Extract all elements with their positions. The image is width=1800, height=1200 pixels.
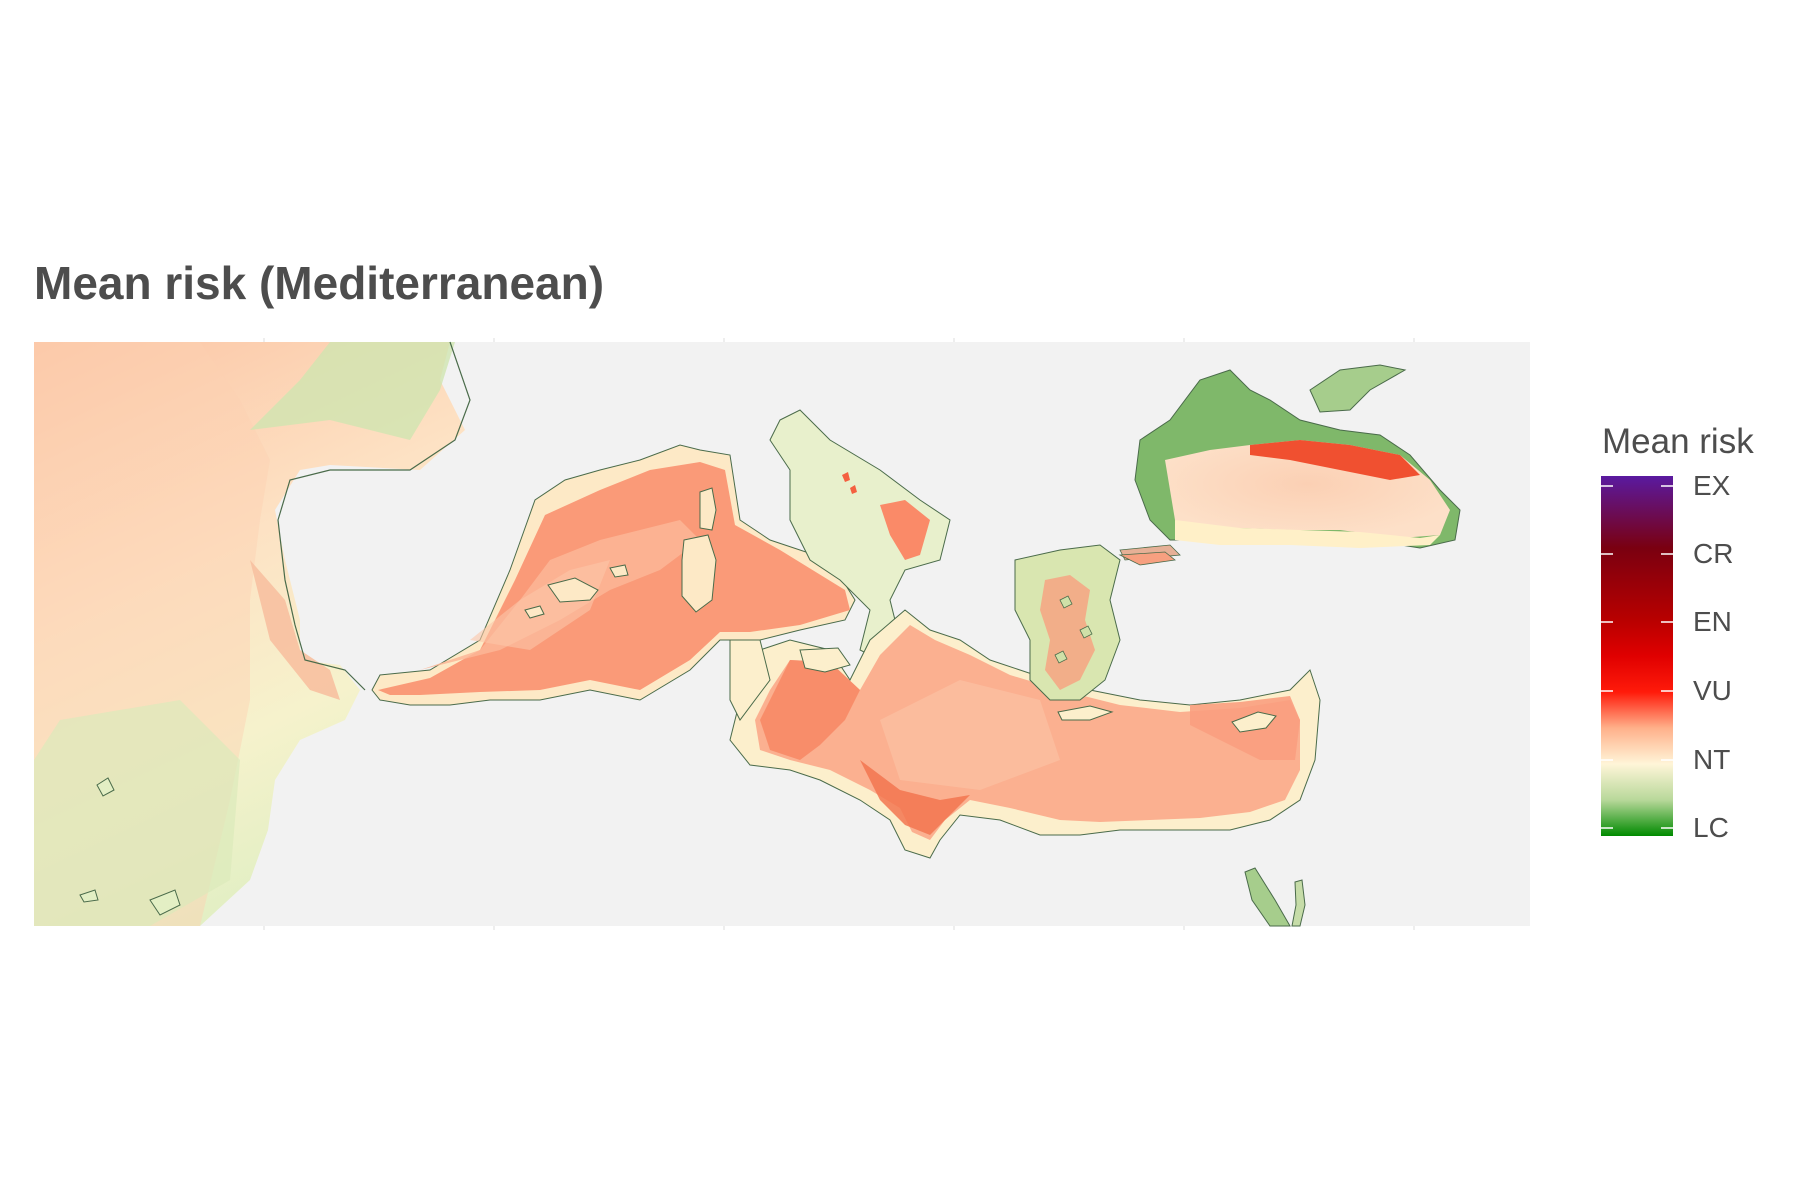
chart-title: Mean risk (Mediterranean) <box>34 257 605 309</box>
atlantic-region <box>34 342 465 926</box>
red-sea-fragment <box>1244 867 1291 927</box>
sinai-fragment <box>1291 879 1306 927</box>
legend-label-nt: NT <box>1693 744 1731 775</box>
legend-colorbar <box>1601 476 1673 836</box>
legend-label-vu: VU <box>1693 675 1732 706</box>
legend-label-cr: CR <box>1693 538 1734 569</box>
legend-label-en: EN <box>1693 606 1732 637</box>
legend-label-lc: LC <box>1693 812 1729 843</box>
axis-ticks <box>263 338 1415 930</box>
legend-label-ex: EX <box>1693 470 1731 501</box>
black-sea <box>1118 364 1461 566</box>
central-eastern-mediterranean <box>729 609 1321 859</box>
legend-title: Mean risk <box>1602 422 1754 461</box>
iberia-coastline <box>277 341 471 691</box>
aegean-sea <box>1014 544 1181 701</box>
